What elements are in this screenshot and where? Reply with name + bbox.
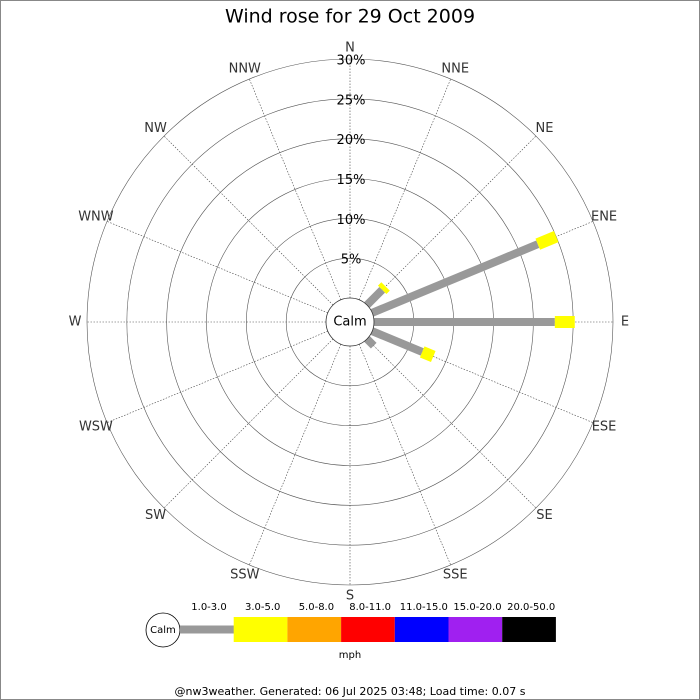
y-tick-label: 30% bbox=[337, 54, 366, 69]
legend-label: 11.0-15.0 bbox=[400, 602, 448, 613]
spoke bbox=[163, 338, 334, 509]
direction-label: W bbox=[69, 315, 82, 330]
direction-label: SW bbox=[145, 508, 166, 523]
chart-title: Wind rose for 29 Oct 2009 bbox=[225, 6, 475, 28]
footer: @nw3weather. Generated: 06 Jul 2025 03:4… bbox=[175, 685, 526, 698]
legend-swatch bbox=[502, 617, 556, 642]
bar-segment bbox=[364, 286, 386, 308]
y-tick-label: 5% bbox=[341, 253, 362, 268]
spoke bbox=[249, 344, 342, 566]
y-tick-label: 10% bbox=[337, 213, 366, 228]
legend-label: 1.0-3.0 bbox=[191, 602, 226, 613]
legend-swatch bbox=[287, 617, 342, 642]
legend-label: 20.0-50.0 bbox=[507, 602, 555, 613]
direction-label: NW bbox=[144, 121, 167, 136]
bar-segment bbox=[377, 282, 390, 295]
legend-label: 5.0-8.0 bbox=[299, 602, 334, 613]
direction-label: NNW bbox=[229, 61, 261, 76]
direction-label: WSW bbox=[79, 419, 113, 434]
direction-label: NE bbox=[535, 121, 553, 136]
direction-label: NNE bbox=[441, 61, 469, 76]
legend-swatch bbox=[448, 617, 503, 642]
y-tick-label: 15% bbox=[337, 173, 366, 188]
calm-label: Calm bbox=[333, 315, 366, 330]
spoke bbox=[358, 78, 451, 300]
spoke bbox=[366, 338, 537, 509]
legend-unit: mph bbox=[339, 650, 361, 661]
direction-label: N bbox=[345, 41, 355, 56]
legend-label: 8.0-11.0 bbox=[349, 602, 391, 613]
spoke bbox=[249, 78, 342, 300]
direction-label: ESE bbox=[592, 419, 617, 434]
bar-segment bbox=[364, 336, 377, 349]
legend-swatch bbox=[233, 617, 288, 642]
spoke bbox=[358, 344, 451, 566]
direction-label: E bbox=[621, 315, 629, 330]
legend-label: 3.0-5.0 bbox=[245, 602, 280, 613]
y-tick-label: 25% bbox=[337, 93, 366, 108]
bar-segment bbox=[535, 231, 559, 250]
legend-label: 15.0-20.0 bbox=[453, 602, 501, 613]
spoke bbox=[106, 330, 328, 423]
grid-ring bbox=[86, 58, 614, 586]
bars bbox=[364, 231, 575, 363]
legend: Calm mph 1.0-3.0 3.0-5.0 5.0-8.0 8.0-11.0 11… bbox=[145, 602, 556, 661]
direction-label: SSW bbox=[230, 568, 260, 583]
direction-label: SE bbox=[536, 508, 552, 523]
direction-label: SSE bbox=[443, 568, 468, 583]
legend-swatch bbox=[341, 617, 395, 642]
legend-calm-label: Calm bbox=[150, 625, 176, 636]
bar-segment bbox=[370, 240, 540, 317]
calm-circle bbox=[325, 297, 375, 347]
bar-segment bbox=[419, 346, 436, 363]
legend-swatch bbox=[394, 617, 449, 642]
direction-label: S bbox=[346, 589, 354, 604]
grid: N NNE NE ENE E ESE SE SSE S SSW SW WSW W WNW NW NNW 5% 10… bbox=[69, 41, 630, 604]
spoke bbox=[106, 221, 328, 314]
direction-label: WNW bbox=[78, 210, 114, 225]
spoke bbox=[163, 135, 334, 306]
direction-label: ENE bbox=[591, 210, 617, 225]
spoke bbox=[366, 135, 537, 306]
bar-segment bbox=[370, 327, 424, 356]
y-tick-label: 20% bbox=[337, 133, 366, 148]
